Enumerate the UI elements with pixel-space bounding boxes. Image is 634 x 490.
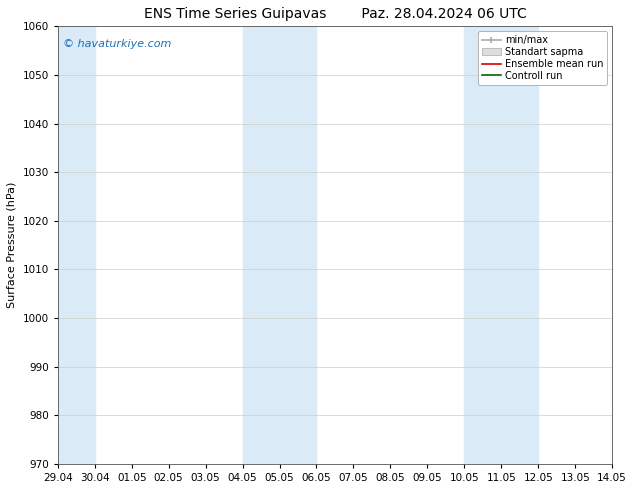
Bar bbox=[464, 26, 538, 464]
Title: ENS Time Series Guipavas        Paz. 28.04.2024 06 UTC: ENS Time Series Guipavas Paz. 28.04.2024… bbox=[144, 7, 526, 21]
Bar bbox=[243, 26, 316, 464]
Y-axis label: Surface Pressure (hPa): Surface Pressure (hPa) bbox=[7, 182, 17, 308]
Legend: min/max, Standart sapma, Ensemble mean run, Controll run: min/max, Standart sapma, Ensemble mean r… bbox=[477, 31, 607, 85]
Text: © havaturkiye.com: © havaturkiye.com bbox=[63, 39, 172, 49]
Bar bbox=[58, 26, 94, 464]
